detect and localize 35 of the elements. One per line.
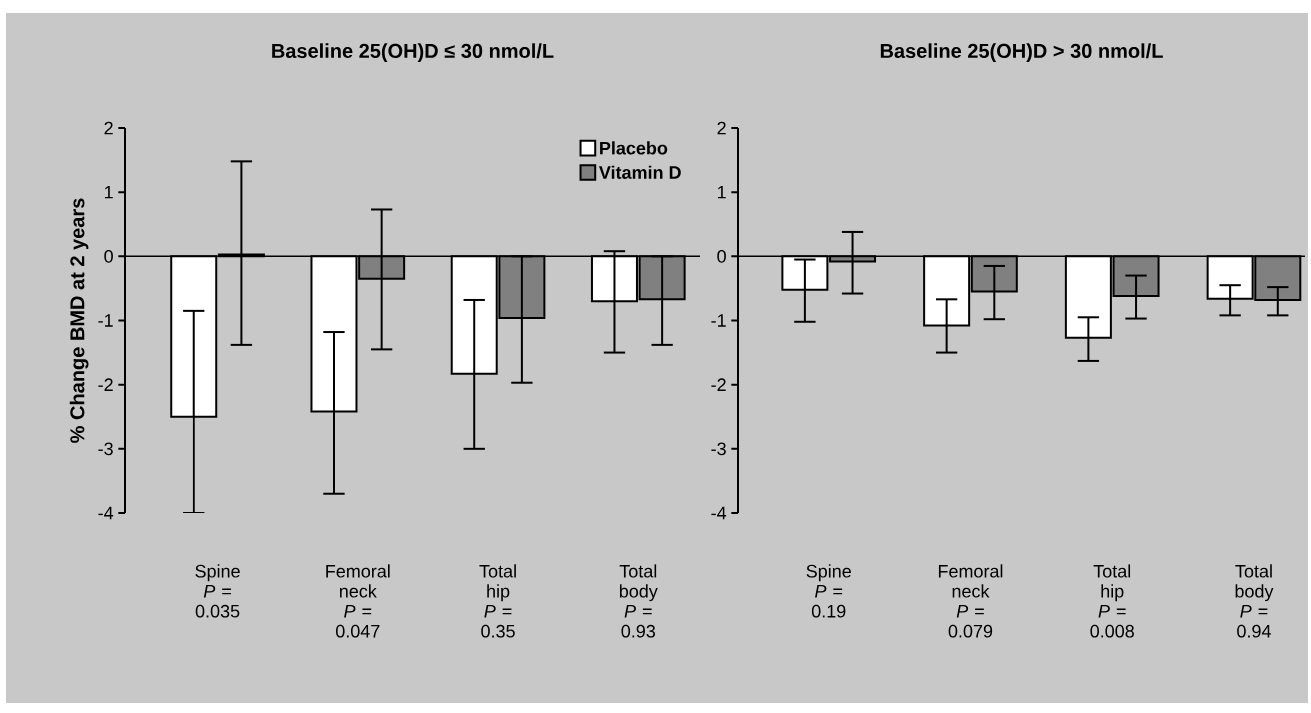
x-tick-label: Spine [806, 564, 851, 582]
x-tick-label: Total body [1235, 564, 1274, 602]
y-tick-label: 0 [104, 249, 113, 263]
legend-label: Vitamin D [599, 165, 681, 179]
text: P = 0.047 [336, 605, 380, 638]
y-tick-label: -3 [711, 442, 726, 456]
x-tick-label: Total body [619, 564, 658, 602]
chart-title: Baseline 25(OH)D ≤ 30 nmol/L [272, 43, 554, 62]
x-tick-label: Femoral neck [938, 564, 1003, 598]
y-tick-label: -4 [98, 506, 114, 520]
y-tick-label: -2 [98, 378, 113, 391]
legend-label: Placebo [600, 141, 668, 155]
y-tick-label: 0 [717, 249, 726, 263]
y-tick-label: 1 [718, 185, 726, 199]
y-tick-label: -3 [98, 442, 113, 456]
y-tick-label: 2 [104, 121, 113, 135]
chart-title: Baseline 25(OH)D > 30 nmol/L [880, 43, 1163, 62]
y-axis-title: % Change BMD at 2 years [69, 198, 89, 443]
y-tick-label: -1 [98, 314, 113, 327]
x-tick-label: Femoral neck [326, 564, 390, 598]
text: P = 0.19 [811, 585, 846, 618]
text: P = 0.93 [621, 605, 656, 638]
y-tick-label: 2 [717, 121, 726, 135]
text: P = 0.94 [1237, 605, 1271, 638]
text: P = 0.079 [948, 605, 993, 638]
y-tick-label: -2 [711, 378, 726, 391]
text: P = 0.035 [195, 585, 240, 618]
x-tick-label: Spine [195, 564, 240, 582]
text: P = 0.008 [1090, 605, 1134, 638]
y-tick-label: 1 [105, 185, 113, 199]
x-tick-label: Total hip [479, 564, 516, 602]
text: P = 0.35 [481, 605, 515, 638]
y-tick-label: -4 [711, 506, 727, 520]
x-tick-label: Total hip [1093, 564, 1131, 602]
y-tick-label: -1 [711, 314, 726, 327]
